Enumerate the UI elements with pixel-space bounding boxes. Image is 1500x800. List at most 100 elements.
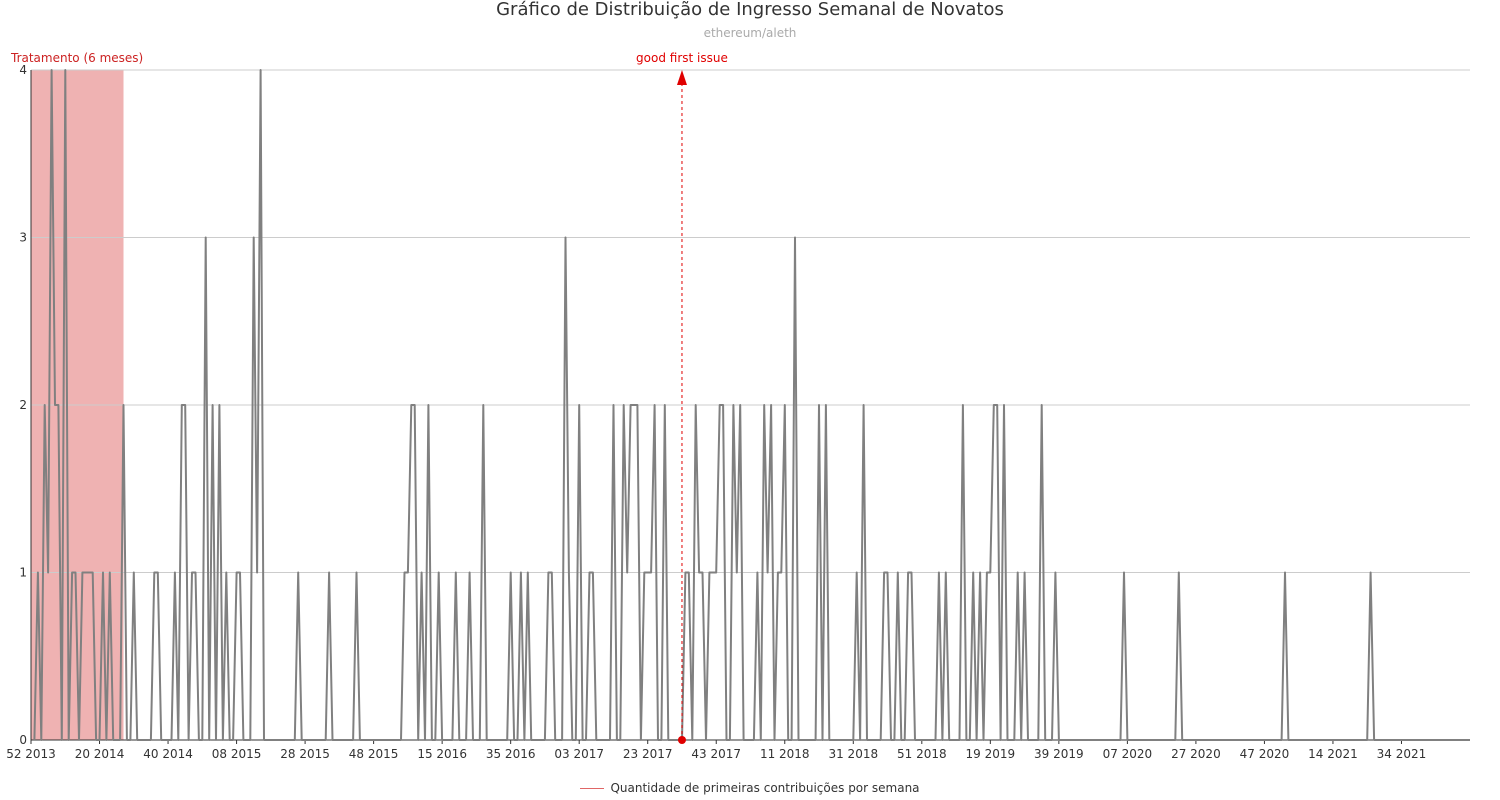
data-point [1075,739,1077,741]
data-point [1256,739,1258,741]
data-point [804,739,806,741]
data-point [239,571,241,573]
data-point [917,739,919,741]
data-point [1102,739,1104,741]
data-point [1085,739,1087,741]
data-point [1424,739,1426,741]
data-point [1239,739,1241,741]
x-tick-label: 07 2020 [1103,747,1153,761]
data-point [657,739,659,741]
data-point [938,571,940,573]
data-point [1280,739,1282,741]
data-point [640,739,642,741]
data-point [163,739,165,741]
data-point [904,739,906,741]
data-point [157,571,159,573]
data-point [941,739,943,741]
data-point [1147,739,1149,741]
data-point [64,69,66,71]
x-tick-label: 23 2017 [623,747,673,761]
data-point [653,404,655,406]
data-point [1020,739,1022,741]
data-point [1184,739,1186,741]
data-point [187,739,189,741]
data-point [372,739,374,741]
data-point [1465,739,1467,741]
data-point [510,571,512,573]
data-point [400,739,402,741]
data-point [924,739,926,741]
data-point [921,739,923,741]
data-point [88,571,90,573]
chart-plot: Tratamento (6 meses) 0 1 2 3 4 52 2013 20 2014 4… [6,51,1470,761]
x-tick-label: 39 2019 [1034,747,1084,761]
x-tick-label: 19 2019 [966,747,1016,761]
series-line [33,69,1470,741]
data-point [85,571,87,573]
data-point [177,739,179,741]
data-point [1030,739,1032,741]
data-point [1071,739,1073,741]
data-point [362,739,364,741]
data-point [544,739,546,741]
data-point [311,739,313,741]
data-point [1404,739,1406,741]
data-point [513,739,515,741]
x-tick-label: 34 2021 [1377,747,1427,761]
data-point [756,571,758,573]
data-point [201,739,203,741]
data-point [355,571,357,573]
data-point [211,404,213,406]
x-tick-label: 35 2016 [486,747,536,761]
data-point [1270,739,1272,741]
data-point [773,739,775,741]
data-point [198,739,200,741]
data-point [304,739,306,741]
data-point [256,571,258,573]
data-point [931,739,933,741]
data-point [951,739,953,741]
data-point [1417,739,1419,741]
data-point [880,739,882,741]
y-tick-label: 1 [19,566,27,580]
data-point [1383,739,1385,741]
data-point [1294,739,1296,741]
data-point [98,739,100,741]
data-point [982,739,984,741]
data-point [1160,739,1162,741]
data-point [263,739,265,741]
data-point [729,739,731,741]
data-point [1068,739,1070,741]
data-point [44,404,46,406]
data-point [551,571,553,573]
data-point [790,739,792,741]
data-point [174,571,176,573]
legend[interactable]: Quantidade de primeiras contribuições po… [0,781,1500,795]
data-point [1078,739,1080,741]
data-point [972,571,974,573]
data-point [780,571,782,573]
data-point [342,739,344,741]
data-point [520,571,522,573]
data-point [910,571,912,573]
data-point [1130,739,1132,741]
data-point [893,739,895,741]
data-point [366,739,368,741]
x-tick-label: 52 2013 [6,747,56,761]
data-point [1202,739,1204,741]
data-point [811,739,813,741]
x-tick-label: 28 2015 [280,747,330,761]
data-point [393,739,395,741]
data-point [955,739,957,741]
data-point [688,571,690,573]
data-point [996,404,998,406]
data-point [253,236,255,238]
data-point [623,404,625,406]
data-point [945,571,947,573]
data-point [1157,739,1159,741]
data-point [489,739,491,741]
y-tick-label: 4 [19,63,27,77]
data-point [838,739,840,741]
data-point [585,739,587,741]
